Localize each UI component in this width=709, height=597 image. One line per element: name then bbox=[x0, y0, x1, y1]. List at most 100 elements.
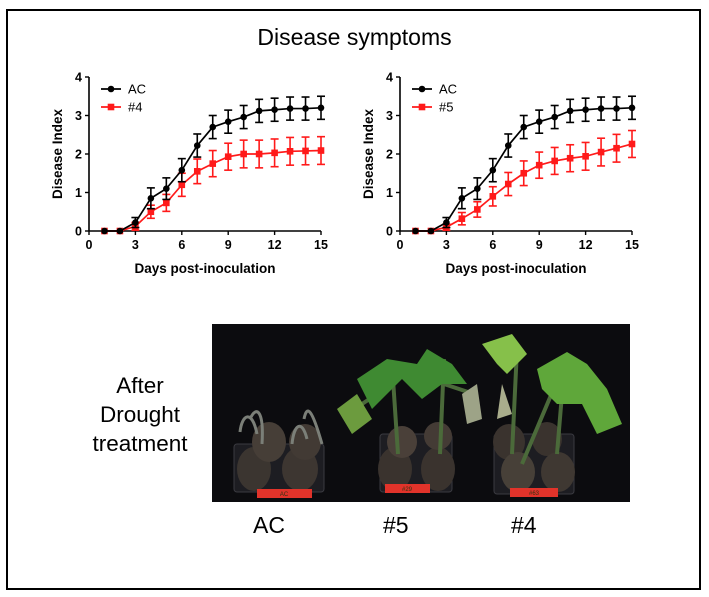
data-point bbox=[489, 193, 497, 200]
data-point bbox=[443, 219, 450, 226]
data-point bbox=[504, 180, 512, 188]
x-tick-label: 3 bbox=[443, 238, 450, 252]
side-label-line: Drought bbox=[99, 402, 181, 427]
soil-plug bbox=[424, 422, 452, 450]
y-tick-label: 1 bbox=[386, 186, 393, 200]
green-leaves bbox=[357, 349, 467, 409]
y-tick-label: 1 bbox=[75, 186, 82, 200]
data-point bbox=[286, 148, 294, 155]
series-control bbox=[101, 95, 325, 235]
x-tick-label: 0 bbox=[86, 238, 93, 252]
data-point bbox=[566, 107, 574, 115]
label-tag-text: AC bbox=[280, 492, 289, 498]
label-tag bbox=[510, 488, 558, 497]
data-point bbox=[163, 199, 170, 207]
data-point bbox=[535, 118, 543, 125]
y-tick-label: 0 bbox=[75, 225, 82, 239]
x-axis-title: Days post-inoculation bbox=[445, 261, 586, 276]
data-point bbox=[597, 148, 605, 156]
photo-side-label: After Drought treatment bbox=[70, 371, 210, 458]
wilted-leaves bbox=[238, 409, 324, 445]
data-point bbox=[101, 227, 108, 235]
wilted-leaves bbox=[497, 384, 512, 419]
photo-label-4: #4 bbox=[511, 512, 537, 538]
legend-label: #5 bbox=[439, 100, 453, 115]
x-tick-label: 15 bbox=[314, 238, 328, 252]
data-point bbox=[582, 153, 589, 160]
x-tick-label: 6 bbox=[489, 238, 496, 252]
plant-group-ac: AC bbox=[233, 409, 325, 498]
data-point bbox=[255, 150, 263, 158]
photo-label-ac: AC bbox=[253, 512, 285, 538]
photo-label-5: #5 bbox=[383, 512, 409, 538]
label-tag bbox=[257, 489, 312, 498]
legend-label: AC bbox=[128, 82, 146, 97]
x-tick-label: 15 bbox=[625, 238, 639, 252]
green-leaves bbox=[337, 394, 372, 434]
legend-label: AC bbox=[439, 82, 457, 97]
x-tick-label: 6 bbox=[178, 238, 185, 252]
legend-marker bbox=[418, 103, 426, 111]
y-axis-title: Disease Index bbox=[361, 108, 376, 199]
y-tick-label: 3 bbox=[386, 109, 393, 123]
data-point bbox=[535, 161, 543, 169]
data-point bbox=[302, 147, 309, 155]
data-point bbox=[474, 185, 481, 192]
data-point bbox=[504, 142, 512, 149]
y-tick-label: 4 bbox=[75, 71, 82, 85]
data-point bbox=[178, 181, 186, 189]
legend: AC #4 bbox=[101, 82, 146, 115]
data-point bbox=[628, 104, 636, 112]
data-point bbox=[132, 219, 139, 226]
data-point bbox=[302, 105, 309, 112]
data-point bbox=[458, 194, 466, 202]
y-tick-label: 0 bbox=[386, 225, 393, 239]
data-point bbox=[209, 160, 217, 167]
label-tag-text: #63 bbox=[529, 491, 540, 497]
data-point bbox=[317, 104, 325, 112]
plant-group-4: #63 bbox=[482, 334, 622, 497]
data-point bbox=[489, 166, 497, 174]
data-point bbox=[224, 153, 232, 160]
data-point bbox=[412, 227, 419, 235]
legend: AC #5 bbox=[412, 82, 457, 115]
data-point bbox=[178, 166, 186, 174]
data-point bbox=[240, 113, 247, 121]
data-point bbox=[163, 185, 170, 192]
data-point bbox=[116, 227, 124, 235]
soil-plug bbox=[421, 447, 455, 491]
data-point bbox=[458, 215, 466, 222]
soil-plug bbox=[387, 426, 417, 458]
data-point bbox=[427, 227, 435, 235]
data-point bbox=[193, 168, 201, 175]
data-point bbox=[613, 105, 620, 112]
soil-plug bbox=[378, 447, 412, 491]
y-tick-label: 3 bbox=[75, 109, 82, 123]
green-leaves bbox=[537, 352, 622, 434]
green-leaves bbox=[482, 334, 527, 374]
data-point bbox=[286, 105, 294, 112]
legend-marker bbox=[107, 85, 115, 93]
data-point bbox=[271, 149, 278, 157]
series-control bbox=[412, 95, 636, 235]
data-point bbox=[566, 154, 574, 162]
soil-plug bbox=[289, 424, 321, 460]
data-point bbox=[240, 150, 247, 158]
legend-label: #4 bbox=[128, 100, 142, 115]
side-label-line: After bbox=[116, 373, 164, 398]
side-label-line: treatment bbox=[92, 431, 188, 456]
plant-photo-illustration: AC #29 #63 bbox=[212, 324, 630, 502]
data-point bbox=[209, 123, 217, 131]
data-point bbox=[271, 106, 278, 114]
soil-plug bbox=[501, 452, 535, 492]
soil-plug bbox=[252, 422, 286, 462]
x-tick-label: 9 bbox=[225, 238, 232, 252]
label-tag-text: #29 bbox=[402, 487, 413, 493]
soil-plug bbox=[532, 422, 562, 456]
data-point bbox=[582, 106, 589, 114]
figure-border bbox=[6, 9, 701, 590]
y-tick-label: 4 bbox=[386, 71, 393, 85]
data-point bbox=[597, 105, 605, 112]
data-point bbox=[317, 147, 325, 154]
